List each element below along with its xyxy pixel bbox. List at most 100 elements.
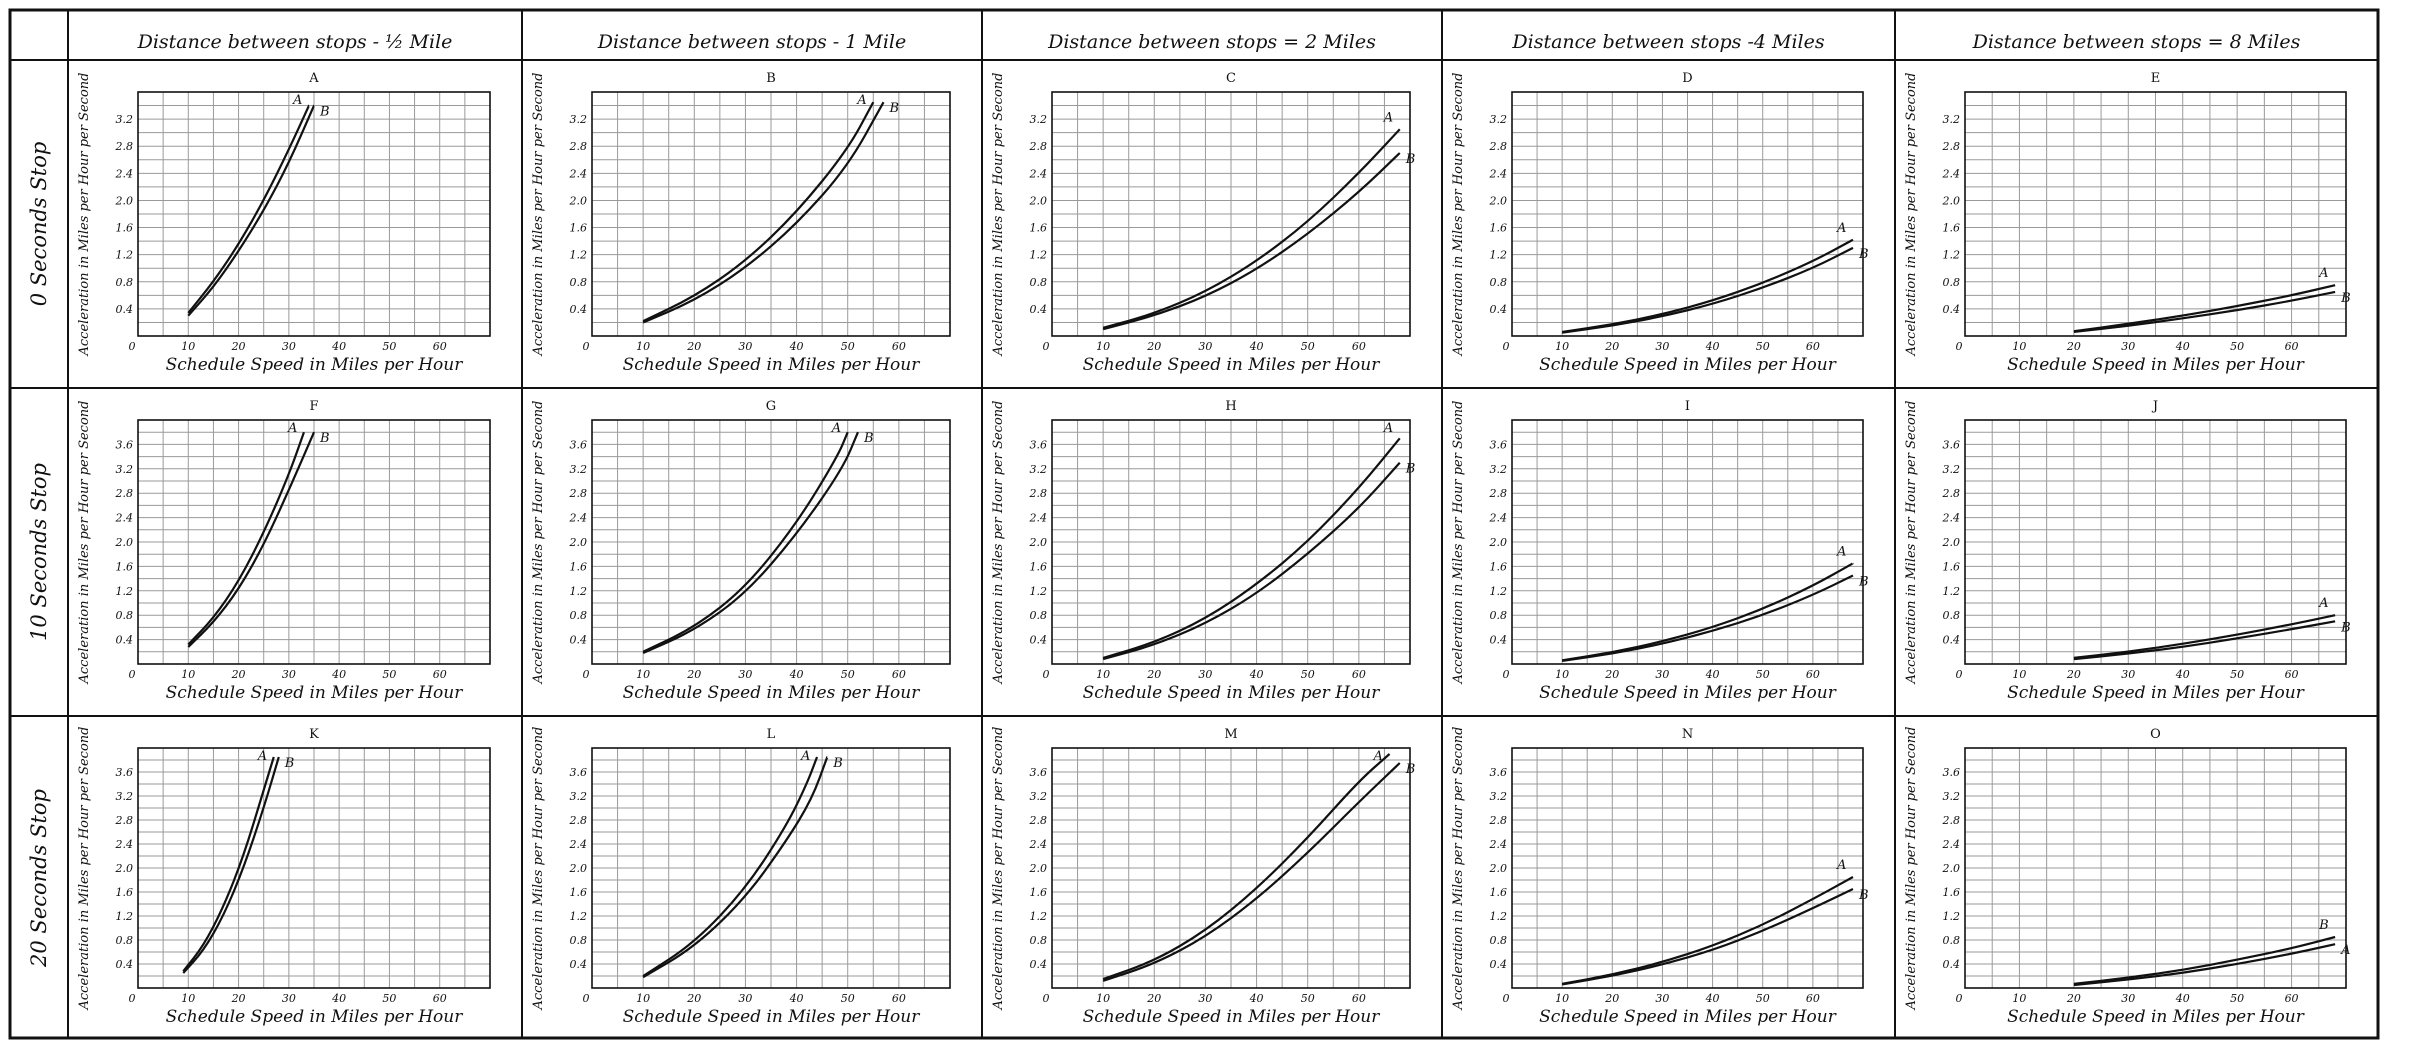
y-tick-label: 0.4 <box>1490 634 1508 647</box>
column-header: Distance between stops - 1 Mile <box>597 31 906 53</box>
chart-panel-D: D 0 10 20 30 40 50 60 0.4 0.8 1.2 1.6 2.0 2.4 2.8 3.2 Sc… <box>1451 71 1869 375</box>
x-tick-label: 60 <box>2285 340 2299 353</box>
x-tick-label: 10 <box>636 668 650 681</box>
x-tick-label: 30 <box>1198 992 1212 1005</box>
x-tick-label: 0 <box>1043 668 1050 681</box>
y-tick-label: 2.4 <box>115 512 134 525</box>
x-tick-label: 30 <box>282 340 296 353</box>
plot-area <box>137 419 491 665</box>
x-tick-label: 20 <box>1146 992 1161 1005</box>
panel-title: J <box>2151 399 2158 414</box>
y-tick-label: 0.8 <box>570 609 588 622</box>
y-tick-label: 2.4 <box>569 512 588 525</box>
series-label: A <box>287 421 297 436</box>
x-tick-label: 0 <box>583 992 590 1005</box>
x-tick-label: 0 <box>1503 668 1510 681</box>
x-tick-label: 30 <box>282 992 296 1005</box>
series-line-A <box>2073 614 2336 659</box>
y-tick-label: 1.2 <box>1490 249 1508 262</box>
x-tick-label: 20 <box>686 340 701 353</box>
chart-panel-K: K 0 10 20 30 40 50 60 0.4 0.8 1.2 1.6 2.0 2.4 2.8 3.2 3.… <box>77 727 491 1027</box>
x-axis-label: Schedule Speed in Miles per Hour <box>166 355 464 375</box>
y-tick-label: 0.4 <box>570 303 588 316</box>
x-tick-label: 50 <box>382 668 396 681</box>
x-tick-label: 60 <box>433 668 447 681</box>
y-tick-label: 2.4 <box>569 167 588 180</box>
series-label: A <box>856 93 866 108</box>
x-tick-label: 20 <box>1604 668 1619 681</box>
series-line-A <box>187 431 305 646</box>
x-tick-label: 60 <box>2285 992 2299 1005</box>
y-tick-label: 2.8 <box>569 487 588 500</box>
panel-title: F <box>309 399 318 414</box>
series-line-B <box>2073 620 2336 661</box>
x-tick-label: 50 <box>382 340 396 353</box>
x-tick-label: 40 <box>331 992 346 1005</box>
y-tick-label: 1.2 <box>1490 585 1508 598</box>
y-tick-label: 2.8 <box>1942 140 1961 153</box>
x-tick-label: 40 <box>2175 992 2190 1005</box>
series-line-B <box>187 105 316 317</box>
x-tick-label: 0 <box>1503 340 1510 353</box>
series-label: A <box>292 93 302 108</box>
y-tick-label: 2.4 <box>569 838 588 851</box>
series-line-B <box>2073 290 2336 334</box>
series-label: A <box>2318 596 2328 611</box>
series-line-A <box>642 101 875 323</box>
row-label: 0 Seconds Stop <box>27 142 51 307</box>
series-line-A <box>182 756 275 972</box>
y-tick-label: 0.8 <box>116 934 134 947</box>
series-label: A <box>1373 749 1383 764</box>
y-tick-label: 0.4 <box>1943 303 1961 316</box>
series-line-A <box>1561 562 1854 662</box>
y-tick-label: 2.8 <box>1942 814 1961 827</box>
plot-area <box>1964 419 2347 665</box>
y-axis-label: Acceleration in Miles per Hour per Secon… <box>531 727 546 1011</box>
y-tick-label: 1.6 <box>116 222 134 235</box>
x-tick-label: 60 <box>2285 668 2299 681</box>
series-line-B <box>642 431 859 655</box>
x-tick-label: 30 <box>1198 668 1212 681</box>
y-tick-label: 2.0 <box>569 862 588 875</box>
y-tick-label: 1.2 <box>1943 910 1961 923</box>
x-tick-label: 60 <box>1806 992 1820 1005</box>
x-tick-label: 10 <box>2012 992 2026 1005</box>
y-tick-label: 3.2 <box>1030 790 1048 803</box>
x-tick-label: 20 <box>231 668 246 681</box>
series-label: B <box>1405 462 1416 477</box>
y-tick-label: 1.6 <box>1490 886 1508 899</box>
x-tick-label: 0 <box>1956 340 1963 353</box>
x-tick-label: 60 <box>1352 340 1366 353</box>
x-tick-label: 50 <box>841 668 855 681</box>
x-tick-label: 30 <box>1655 340 1669 353</box>
panel-title: I <box>1685 399 1690 414</box>
series-label: B <box>2318 918 2329 933</box>
chart-panel-G: G 0 10 20 30 40 50 60 0.4 0.8 1.2 1.6 2.0 2.4 2.8 3.2 3.… <box>531 399 951 703</box>
x-tick-label: 30 <box>282 668 296 681</box>
x-tick-label: 40 <box>1705 668 1720 681</box>
x-tick-label: 20 <box>2066 340 2081 353</box>
y-tick-label: 3.6 <box>1030 766 1048 779</box>
plot-area <box>591 91 951 337</box>
x-tick-label: 0 <box>129 668 136 681</box>
chart-panel-H: H 0 10 20 30 40 50 60 0.4 0.8 1.2 1.6 2.0 2.4 2.8 3.2 3.… <box>991 399 1415 703</box>
y-tick-label: 3.6 <box>570 766 588 779</box>
y-tick-label: 3.6 <box>1943 766 1961 779</box>
x-tick-label: 10 <box>2012 340 2026 353</box>
y-tick-label: 2.8 <box>569 814 588 827</box>
y-tick-label: 2.8 <box>569 140 588 153</box>
y-axis-label: Acceleration in Miles per Hour per Secon… <box>991 727 1006 1011</box>
x-axis-label: Schedule Speed in Miles per Hour <box>166 683 464 703</box>
x-axis-label: Schedule Speed in Miles per Hour <box>1083 355 1381 375</box>
x-tick-label: 60 <box>433 992 447 1005</box>
y-axis-label: Acceleration in Miles per Hour per Secon… <box>1904 401 1919 685</box>
y-tick-label: 1.6 <box>1943 886 1961 899</box>
series-line-B <box>1561 574 1854 663</box>
y-tick-label: 1.2 <box>570 910 588 923</box>
series-label: A <box>1383 110 1393 125</box>
series-label: B <box>1405 152 1416 167</box>
y-tick-label: 2.4 <box>1489 838 1508 851</box>
panel-title: L <box>767 727 776 742</box>
y-axis-label: Acceleration in Miles per Hour per Secon… <box>991 73 1006 357</box>
